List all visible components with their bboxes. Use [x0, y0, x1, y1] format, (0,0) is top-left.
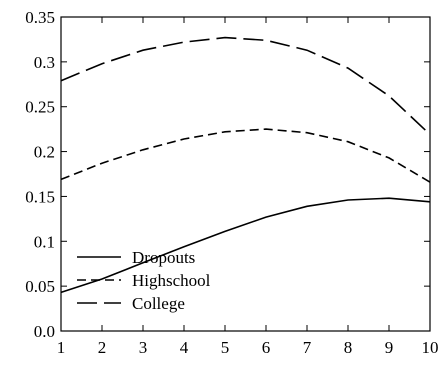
legend-label-dropouts: Dropouts: [132, 248, 195, 267]
series-line-dropouts: [60, 197, 431, 294]
x-tick-label: 4: [180, 338, 189, 357]
series-line-highschool: [60, 128, 431, 183]
x-tick-label: 7: [303, 338, 312, 357]
y-tick-label: 0.3: [34, 53, 55, 72]
x-tick-label: 10: [422, 338, 439, 357]
series-layer: [60, 36, 431, 294]
x-axis: 1 2 3 4 5 6 7 8 9 10: [57, 17, 439, 357]
x-tick-label: 8: [344, 338, 353, 357]
y-tick-label: 0.25: [25, 98, 55, 117]
x-tick-label: 9: [385, 338, 394, 357]
y-tick-label: 0.1: [34, 232, 55, 251]
plot-frame: [60, 16, 431, 332]
series-line-college: [60, 36, 431, 136]
y-tick-label: 0.05: [25, 277, 55, 296]
y-tick-label: 0.2: [34, 143, 55, 162]
x-tick-label: 3: [139, 338, 148, 357]
x-tick-label: 2: [98, 338, 107, 357]
y-tick-label: 0.35: [25, 8, 55, 27]
y-axis: 0.0 0.05 0.1 0.15 0.2 0.25 0.3 0.35: [25, 8, 430, 341]
legend: Dropouts Highschool College: [77, 248, 211, 313]
x-tick-label: 1: [57, 338, 66, 357]
x-tick-label: 5: [221, 338, 230, 357]
legend-label-college: College: [132, 294, 185, 313]
y-tick-label: 0.15: [25, 187, 55, 206]
y-tick-label: 0.0: [34, 322, 55, 341]
x-tick-label: 6: [262, 338, 271, 357]
legend-label-highschool: Highschool: [132, 271, 211, 290]
